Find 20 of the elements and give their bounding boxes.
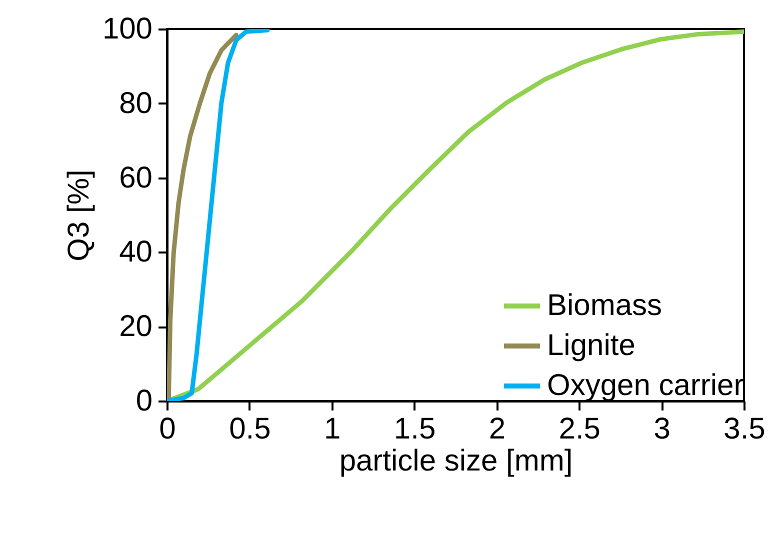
legend-label: Biomass	[547, 289, 662, 322]
y-tick-label: 60	[119, 161, 152, 194]
y-tick-label: 40	[119, 236, 152, 269]
x-tick-label: 2.5	[558, 412, 600, 446]
x-tick-label: 1	[324, 412, 341, 446]
legend-label: Oxygen carrier	[547, 369, 744, 402]
y-tick-label: 80	[119, 86, 152, 120]
x-tick-label: 2	[488, 412, 506, 446]
x-tick-label: 0	[159, 412, 176, 446]
x-tick-label: 3	[654, 412, 670, 446]
line-series	[167, 32, 238, 401]
y-tick-label: 100	[102, 12, 152, 46]
x-tick-label: 3.5	[724, 412, 766, 446]
legend-label: Lignite	[547, 329, 636, 362]
x-tick-label: 0.5	[229, 412, 271, 446]
x-tick-label: 1.5	[394, 412, 436, 446]
y-tick-label: 20	[119, 310, 152, 344]
y-axis-title: Q3 [%]	[62, 170, 96, 262]
y-tick-label: 0	[136, 384, 152, 418]
x-axis-title: particle size [mm]	[339, 444, 573, 478]
